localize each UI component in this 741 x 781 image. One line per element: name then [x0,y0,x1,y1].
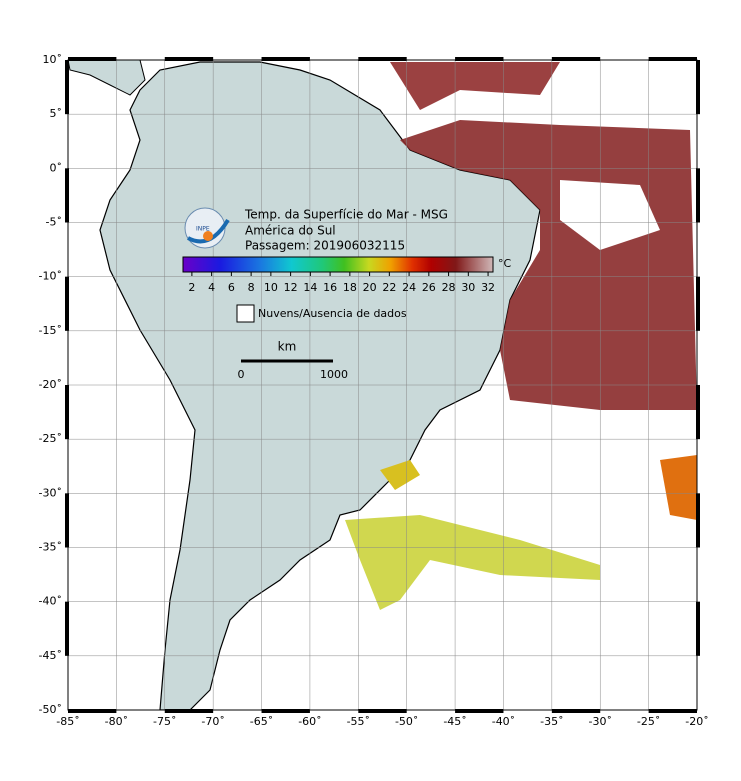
frame-segment [65,168,69,223]
y-tick-label: -50˚ [39,703,62,716]
frame-segment [455,57,504,61]
x-tick-label: -40˚ [492,715,515,728]
y-tick-label: -5˚ [46,216,62,229]
frame-segment [551,57,601,61]
x-tick-label: -70˚ [201,715,224,728]
frame-segment [164,709,214,713]
sst-coast-patch [380,460,420,490]
y-tick-label: 0˚ [50,161,63,174]
sst-south-patch [345,515,600,610]
frame-segment [261,57,310,61]
x-tick-label: -25˚ [637,715,660,728]
frame-segment [65,276,69,331]
x-tick-label: -80˚ [105,715,128,728]
frame-segment [358,709,407,713]
x-tick-label: -75˚ [153,715,176,728]
frame-segment [648,709,697,713]
scale-start: 0 [238,368,245,381]
x-tick-label: -30˚ [588,715,611,728]
frame-segment [65,493,69,548]
frame-segment [65,60,69,115]
x-tick-label: -35˚ [540,715,563,728]
x-tick-label: -50˚ [395,715,418,728]
frame-segment [648,57,697,61]
logo: INPE [184,207,230,249]
colorbar-tick-label: 22 [382,281,396,294]
frame-segment [261,709,310,713]
colorbar-tick-label: 20 [363,281,377,294]
frame-segment [696,168,700,223]
x-tick-label: -20˚ [685,715,708,728]
colorbar-tick-label: 12 [284,281,298,294]
legend-swatch [236,304,255,323]
colorbar-tick-label: 16 [323,281,337,294]
colorbar-tick-label: 2 [188,281,195,294]
colorbar-tick-label: 4 [208,281,215,294]
x-tick-label: -45˚ [443,715,466,728]
colorbar-tick-label: 26 [422,281,436,294]
y-tick-label: -45˚ [39,649,62,662]
logo-sun [203,231,213,241]
y-tick-label: -10˚ [39,270,62,283]
title-line: Temp. da Superfície do Mar - MSG [244,208,448,222]
frame-segment [551,709,601,713]
colorbar-tick-label: 18 [343,281,357,294]
y-tick-label: -40˚ [39,595,62,608]
central-america [68,60,146,96]
frame-segment [358,57,407,61]
frame-segment [696,601,700,656]
scale-unit: km [278,340,297,354]
colorbar-tick-label: 28 [442,281,456,294]
x-tick-label: -55˚ [347,715,370,728]
legend-label: Nuvens/Ausencia de dados [258,307,407,320]
frame-segment [164,57,214,61]
sst-east-patch [660,455,697,520]
colorbar-tick-label: 14 [303,281,317,294]
frame-segment [696,493,700,548]
x-tick-label: -65˚ [250,715,273,728]
y-tick-label: -35˚ [39,541,62,554]
y-tick-label: -15˚ [39,324,62,337]
frame-segment [68,57,117,61]
cloud-gap [560,180,660,250]
title-line: América do Sul [245,224,336,238]
title-line: Passagem: 201906032115 [245,239,405,253]
frame-segment [696,276,700,331]
colorbar-tick-label: 24 [402,281,416,294]
y-tick-label: -20˚ [39,378,62,391]
y-tick-label: -25˚ [39,432,62,445]
x-tick-label: -85˚ [56,715,79,728]
colorbar-unit: °C [498,257,512,270]
frame-segment [65,601,69,656]
y-tick-label: 5˚ [50,107,63,120]
scale-end: 1000 [320,368,348,381]
colorbar-tick-label: 10 [264,281,278,294]
sst-north-patch [390,62,560,110]
colorbar-tick-label: 6 [228,281,235,294]
frame-segment [65,385,69,440]
colorbar-tick-label: 8 [248,281,255,294]
y-tick-label: 10˚ [43,53,63,66]
frame-segment [68,709,117,713]
frame-segment [455,709,504,713]
colorbar [182,256,494,273]
map-frame [67,59,698,711]
colorbar-tick-label: 30 [461,281,475,294]
colorbar-tick-label: 32 [481,281,495,294]
frame-segment [696,385,700,440]
frame-segment [696,60,700,115]
y-tick-label: -30˚ [39,486,62,499]
x-tick-label: -60˚ [298,715,321,728]
logo-text: INPE [196,226,210,233]
